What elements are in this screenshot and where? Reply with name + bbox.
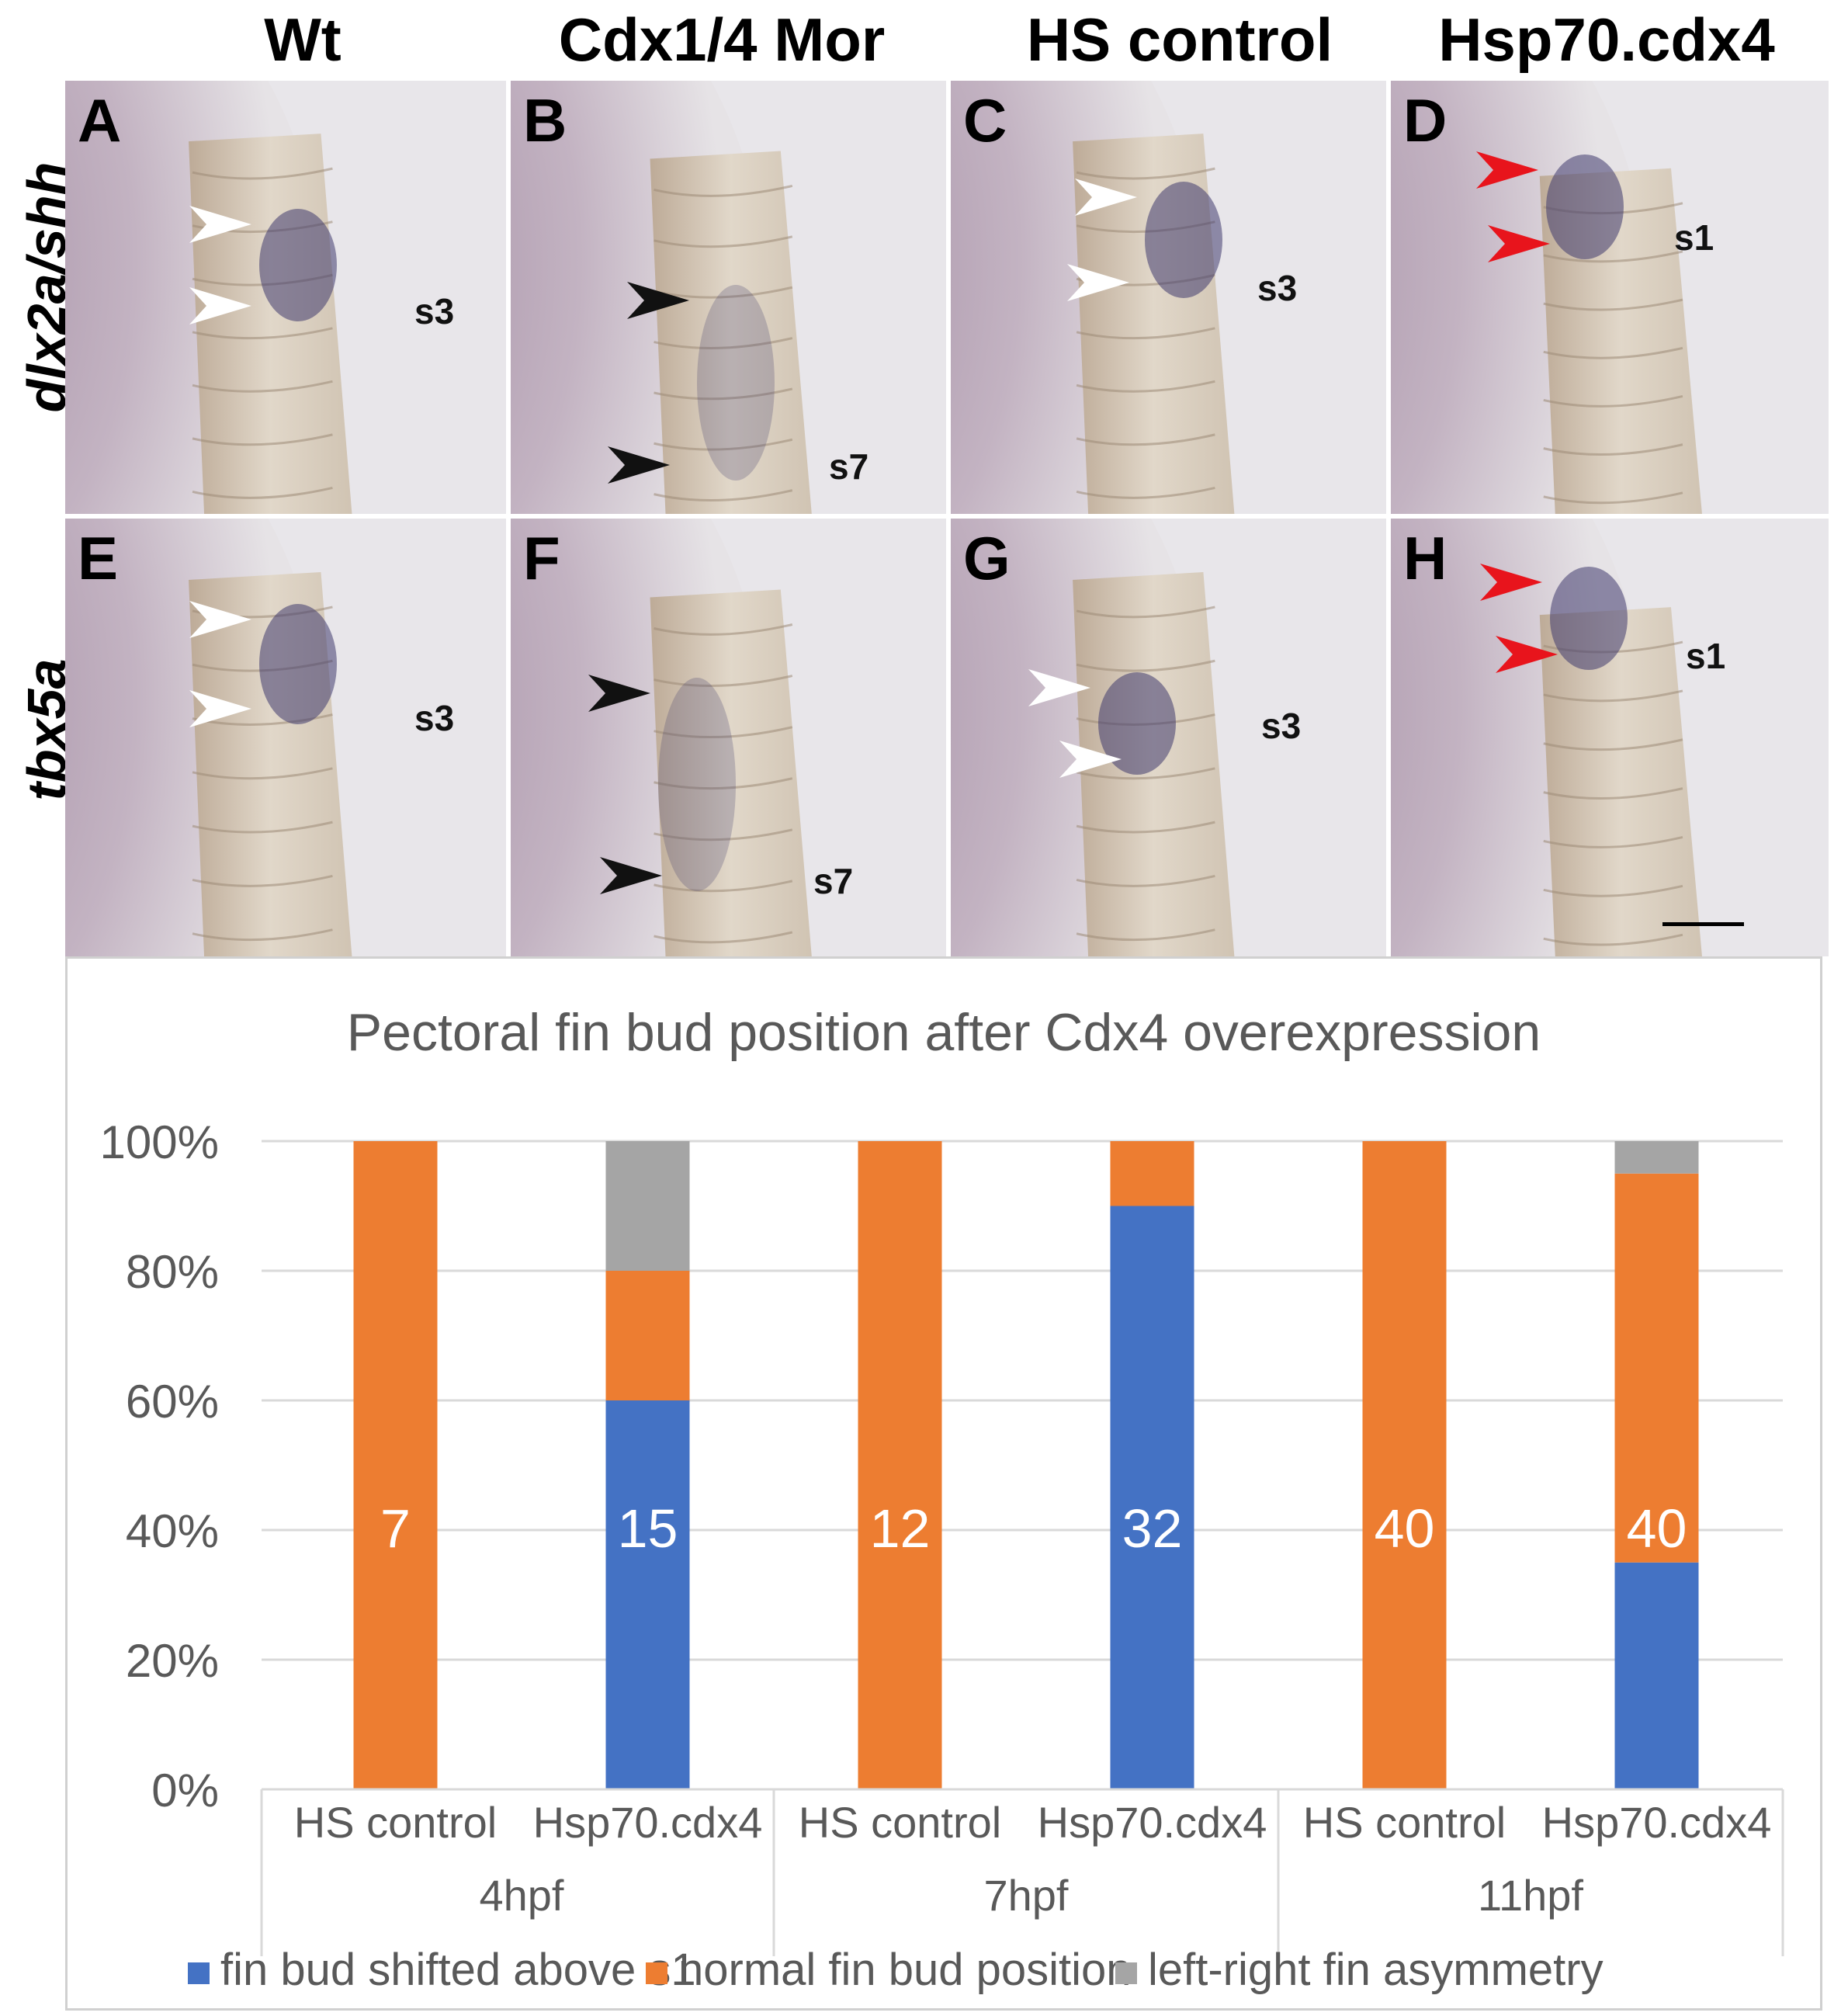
arrowhead-icon — [1059, 741, 1122, 778]
bar-data-label: 12 — [870, 1498, 931, 1559]
x-category-label: Hsp70.cdx4 — [1542, 1798, 1772, 1847]
arrowhead-icon — [608, 446, 670, 484]
bar-segment — [353, 1141, 438, 1789]
y-tick-label: 40% — [126, 1505, 219, 1557]
panel-letter: B — [523, 86, 567, 154]
arrowhead-icon — [189, 601, 251, 638]
legend-swatch — [1115, 1962, 1137, 1984]
bar-segment — [1614, 1562, 1699, 1789]
legend-label: fin bud shifted above s1 — [220, 1945, 696, 1995]
arrowhead-icon — [1028, 669, 1090, 706]
panel-letter: C — [963, 86, 1007, 154]
arrowhead-icon — [1067, 264, 1129, 301]
arrowhead-icon — [189, 690, 251, 727]
bar-data-label: 15 — [618, 1498, 678, 1559]
bar-segment — [1110, 1206, 1194, 1789]
arrowhead-icon — [588, 675, 650, 712]
bar-segment — [1362, 1141, 1447, 1789]
column-header-cdx-mor: Cdx1/4 Mor — [558, 5, 886, 74]
x-category-label: Hsp70.cdx4 — [533, 1798, 763, 1847]
somite-label: s1 — [1686, 636, 1726, 676]
bar-data-label: 32 — [1122, 1498, 1183, 1559]
embryo-image — [951, 519, 1386, 956]
panel-letter: F — [523, 524, 560, 592]
bar-data-label: 40 — [1627, 1498, 1687, 1559]
y-tick-label: 80% — [126, 1246, 219, 1298]
x-group-label: 7hpf — [984, 1871, 1069, 1920]
bar-segment — [1614, 1173, 1699, 1563]
y-tick-label: 20% — [126, 1635, 219, 1687]
y-tick-label: 0% — [151, 1764, 219, 1816]
scale-bar — [1662, 922, 1744, 926]
somite-label: s1 — [1674, 217, 1714, 258]
embryo-image — [1391, 519, 1829, 956]
bar-data-label: 7 — [380, 1498, 411, 1559]
panel-letter: A — [78, 86, 122, 154]
arrowhead-icon — [1496, 636, 1558, 673]
bar-data-label: 40 — [1375, 1498, 1435, 1559]
somite-label: s7 — [813, 861, 854, 901]
panel-letter: H — [1403, 524, 1447, 592]
x-category-label: HS control — [294, 1798, 497, 1847]
x-category-label: Hsp70.cdx4 — [1038, 1798, 1267, 1847]
panel-letter: G — [963, 524, 1011, 592]
embryo-image — [511, 81, 946, 514]
x-group-label: 11hpf — [1478, 1871, 1583, 1920]
bar-segment — [858, 1141, 942, 1789]
column-header-wt: Wt — [264, 5, 342, 74]
bar-segment — [1110, 1141, 1194, 1206]
x-category-label: HS control — [1303, 1798, 1506, 1847]
arrowhead-icon — [1480, 564, 1542, 601]
somite-label: s3 — [1257, 268, 1298, 308]
legend-label: left-right fin asymmetry — [1148, 1945, 1604, 1995]
bar-segment — [1614, 1141, 1699, 1174]
chart-title: Pectoral fin bud position after Cdx4 ove… — [347, 1003, 1541, 1062]
x-category-label: HS control — [799, 1798, 1001, 1847]
arrowhead-icon — [1476, 151, 1538, 189]
arrowhead-icon — [189, 206, 251, 243]
bar-segment — [605, 1141, 690, 1271]
x-group-label: 4hpf — [480, 1871, 564, 1920]
arrowhead-icon — [600, 857, 662, 894]
somite-label: s7 — [829, 446, 869, 487]
arrowhead-icon — [1075, 179, 1137, 216]
panel-letter: D — [1403, 86, 1447, 154]
column-header-hs-control: HS control — [1026, 5, 1333, 74]
embryo-image — [65, 519, 506, 956]
arrowhead-icon — [627, 282, 689, 319]
embryo-image — [511, 519, 946, 956]
y-tick-label: 60% — [126, 1376, 219, 1428]
arrowhead-icon — [1488, 225, 1550, 262]
column-header-hsp70-cdx4: Hsp70.cdx4 — [1438, 5, 1775, 74]
panel-letter: E — [78, 524, 119, 592]
embryo-image — [951, 81, 1386, 514]
bar-segment — [605, 1400, 690, 1789]
embryo-image — [65, 81, 506, 514]
arrowhead-icon — [189, 287, 251, 324]
somite-label: s3 — [414, 698, 455, 738]
legend-swatch — [188, 1962, 210, 1984]
stacked-bar-chart: Pectoral fin bud position after Cdx4 ove… — [100, 1003, 1784, 1995]
somite-label: s3 — [414, 291, 455, 331]
chart-frame: Pectoral fin bud position after Cdx4 ove… — [65, 956, 1822, 2011]
y-tick-label: 100% — [100, 1116, 219, 1168]
legend-label: normal fin bud position — [678, 1945, 1132, 1995]
embryo-image — [1391, 81, 1829, 514]
legend-swatch — [646, 1962, 667, 1984]
somite-label: s3 — [1261, 706, 1302, 746]
bar-segment — [605, 1271, 690, 1400]
